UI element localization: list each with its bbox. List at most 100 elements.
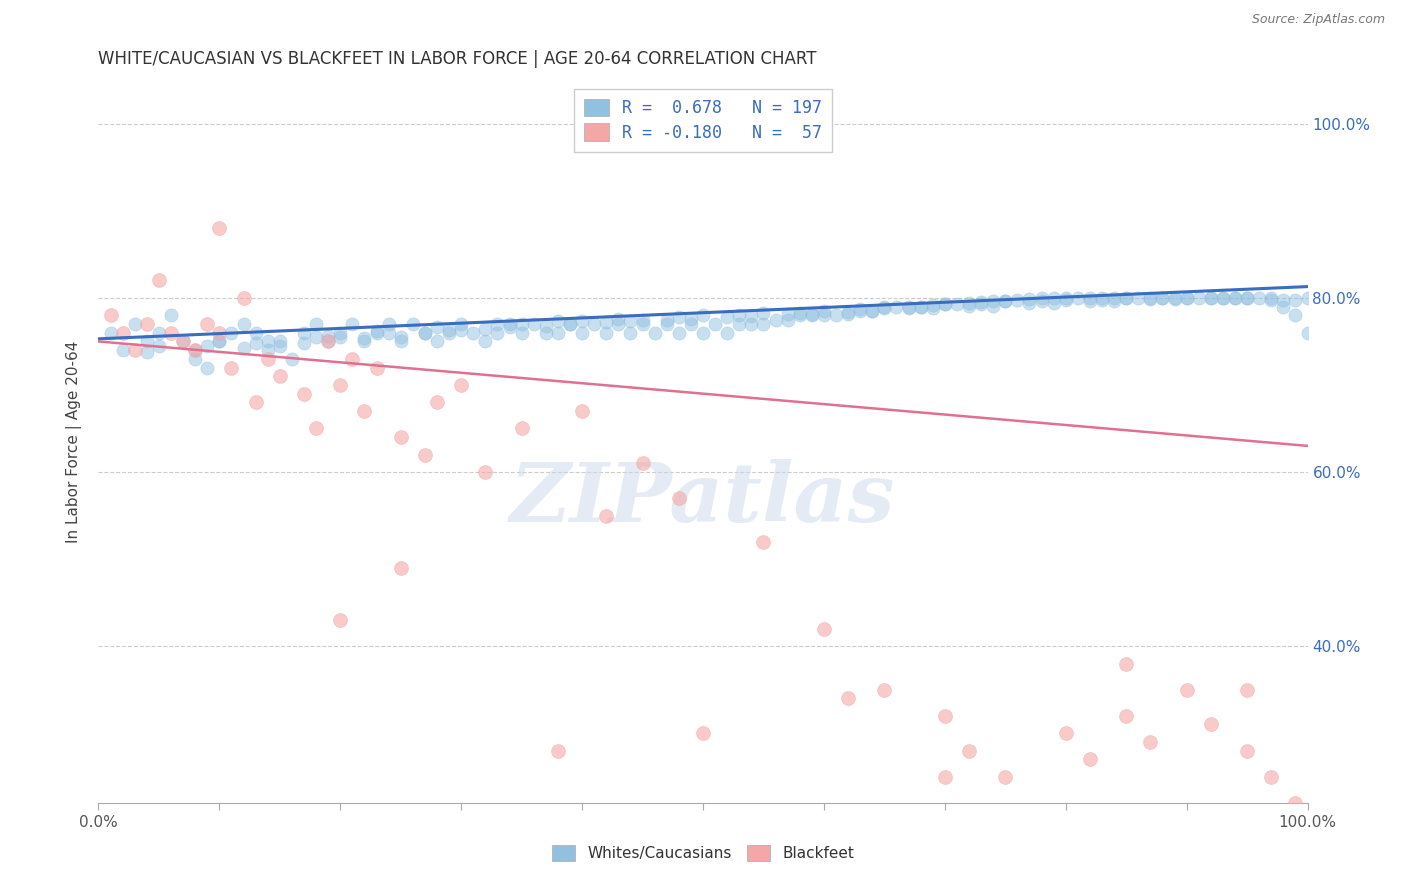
Point xyxy=(1054,293,1077,307)
Point xyxy=(849,302,872,317)
Point xyxy=(860,304,883,318)
Point xyxy=(692,326,714,340)
Point xyxy=(1284,293,1306,307)
Point xyxy=(148,339,170,353)
Point xyxy=(837,307,859,321)
Point xyxy=(135,317,157,331)
Point xyxy=(595,315,617,329)
Point xyxy=(789,308,811,322)
Point xyxy=(353,334,375,349)
Point xyxy=(1223,291,1246,305)
Point xyxy=(1236,743,1258,757)
Point xyxy=(463,326,485,340)
Point xyxy=(813,622,835,636)
Point xyxy=(1054,726,1077,740)
Point xyxy=(692,726,714,740)
Point xyxy=(1212,291,1234,305)
Point xyxy=(994,294,1017,309)
Point xyxy=(1296,326,1319,340)
Point xyxy=(450,323,472,337)
Point xyxy=(510,317,533,331)
Point xyxy=(716,310,738,324)
Point xyxy=(111,343,134,358)
Point xyxy=(692,308,714,322)
Point xyxy=(292,326,315,340)
Point xyxy=(160,326,183,340)
Point xyxy=(437,326,460,340)
Point xyxy=(921,301,943,316)
Point xyxy=(776,308,799,322)
Point xyxy=(195,339,218,353)
Point xyxy=(1115,291,1137,305)
Point xyxy=(558,317,581,331)
Point xyxy=(498,317,520,331)
Point xyxy=(353,331,375,345)
Point xyxy=(342,351,364,366)
Point xyxy=(245,336,267,351)
Point xyxy=(184,343,207,358)
Point xyxy=(994,770,1017,784)
Point xyxy=(1128,291,1150,305)
Point xyxy=(547,326,569,340)
Point xyxy=(389,561,412,575)
Point xyxy=(486,326,509,340)
Point xyxy=(184,343,207,358)
Point xyxy=(644,326,666,340)
Point xyxy=(281,351,304,366)
Point xyxy=(873,300,896,314)
Point xyxy=(595,326,617,340)
Point xyxy=(1091,291,1114,305)
Point xyxy=(208,334,231,349)
Point xyxy=(957,299,980,313)
Point xyxy=(558,317,581,331)
Y-axis label: In Labor Force | Age 20-64: In Labor Force | Age 20-64 xyxy=(66,341,83,542)
Point xyxy=(124,343,146,358)
Point xyxy=(316,334,339,349)
Point xyxy=(148,326,170,340)
Point xyxy=(789,306,811,320)
Point xyxy=(329,326,352,340)
Point xyxy=(897,301,920,316)
Point xyxy=(256,334,278,349)
Point xyxy=(413,326,436,340)
Point xyxy=(571,314,593,328)
Point xyxy=(860,304,883,318)
Point xyxy=(100,326,122,340)
Point xyxy=(329,613,352,627)
Legend: R =  0.678   N = 197, R = -0.180   N =  57: R = 0.678 N = 197, R = -0.180 N = 57 xyxy=(574,88,832,152)
Point xyxy=(752,534,775,549)
Point xyxy=(523,317,546,331)
Point xyxy=(655,312,678,326)
Point xyxy=(825,308,848,322)
Point xyxy=(886,301,908,315)
Point xyxy=(256,343,278,358)
Point xyxy=(172,334,194,349)
Point xyxy=(934,770,956,784)
Point xyxy=(837,305,859,319)
Point xyxy=(1152,291,1174,305)
Point xyxy=(1296,291,1319,305)
Point xyxy=(1054,291,1077,305)
Point xyxy=(1272,300,1295,314)
Point xyxy=(221,360,243,375)
Point xyxy=(1007,293,1029,307)
Point xyxy=(595,508,617,523)
Point xyxy=(1199,717,1222,731)
Point xyxy=(873,301,896,316)
Point xyxy=(921,298,943,312)
Point xyxy=(837,691,859,706)
Point xyxy=(135,334,157,349)
Point xyxy=(1018,296,1040,310)
Point xyxy=(377,317,399,331)
Point xyxy=(547,743,569,757)
Point xyxy=(402,317,425,331)
Point xyxy=(1078,752,1101,766)
Point xyxy=(631,456,654,470)
Point xyxy=(1078,293,1101,308)
Point xyxy=(221,326,243,340)
Point xyxy=(195,317,218,331)
Point xyxy=(619,326,641,340)
Text: ZIPatlas: ZIPatlas xyxy=(510,459,896,540)
Point xyxy=(377,326,399,340)
Point xyxy=(981,299,1004,313)
